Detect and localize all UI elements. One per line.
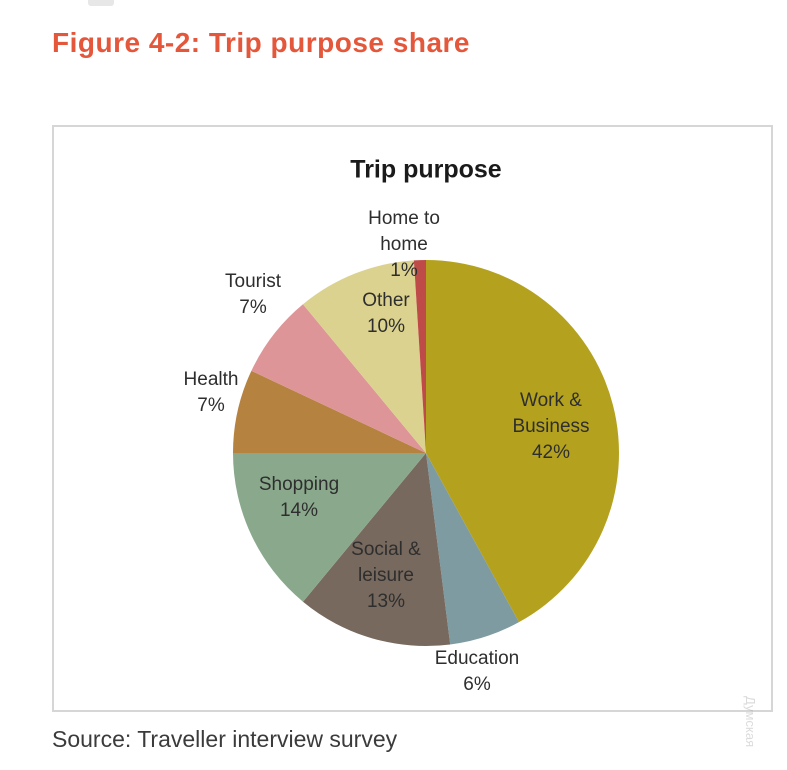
pie-slice-work-business <box>426 260 620 623</box>
chart-panel: Trip purpose Work & Business 42% Education 6… <box>52 125 773 712</box>
pie-label-line: 7% <box>239 297 267 318</box>
pie-label-line: Home to <box>368 208 440 229</box>
pie-slice-health <box>233 370 426 453</box>
pie-slice-home-to-home <box>413 260 426 453</box>
pie-label-line: Education <box>434 648 520 669</box>
pie-slice-tourist <box>251 304 426 453</box>
watermark: Думская <box>743 696 758 748</box>
pie-label-line: Tourist <box>225 271 281 292</box>
pie-label-line: 10% <box>366 316 406 337</box>
pie-label-line: Health <box>183 369 239 390</box>
pie-label-line: home <box>380 234 428 255</box>
figure-title: Figure 4-2: Trip purpose share <box>52 27 470 58</box>
pie-label-line: 13% <box>366 591 406 612</box>
pie-label-line: Other <box>362 290 410 311</box>
chart-title: Trip purpose <box>350 155 502 184</box>
pie-label-work-business: Work & Business 42% <box>512 388 589 466</box>
pie-label-line: 1% <box>390 260 418 281</box>
pie-chart <box>233 260 620 647</box>
pie-slice-education <box>426 453 519 645</box>
pie-label-line: 42% <box>531 442 571 463</box>
pie-label-social-leisure: Social & leisure 13% <box>351 537 421 615</box>
pie-label-other: Other 10% <box>362 288 410 340</box>
cropped-text-artifact <box>88 0 114 6</box>
pie-label-line: leisure <box>358 565 414 586</box>
pie-label-health: Health 7% <box>184 367 239 419</box>
pie-label-line: 7% <box>197 395 225 416</box>
pie-label-line: 14% <box>279 500 319 521</box>
pie-label-line: 6% <box>463 674 491 695</box>
pie-label-line: Shopping <box>258 474 340 495</box>
pie-slice-shopping <box>233 453 426 602</box>
pie-slice-social-leisure <box>302 453 451 647</box>
pie-label-line: Work & <box>520 390 582 411</box>
pie-label-tourist: Tourist 7% <box>225 269 281 321</box>
pie-label-line: Business <box>512 416 590 437</box>
source-note: Source: Traveller interview survey <box>52 726 398 752</box>
pie-label-line: Social & <box>351 539 421 560</box>
pie-label-home-to-home: Home to home 1% <box>368 206 440 284</box>
pie-slice-other <box>302 260 426 453</box>
pie-label-education: Education 6% <box>435 646 520 698</box>
pie-label-shopping: Shopping 14% <box>259 472 339 524</box>
